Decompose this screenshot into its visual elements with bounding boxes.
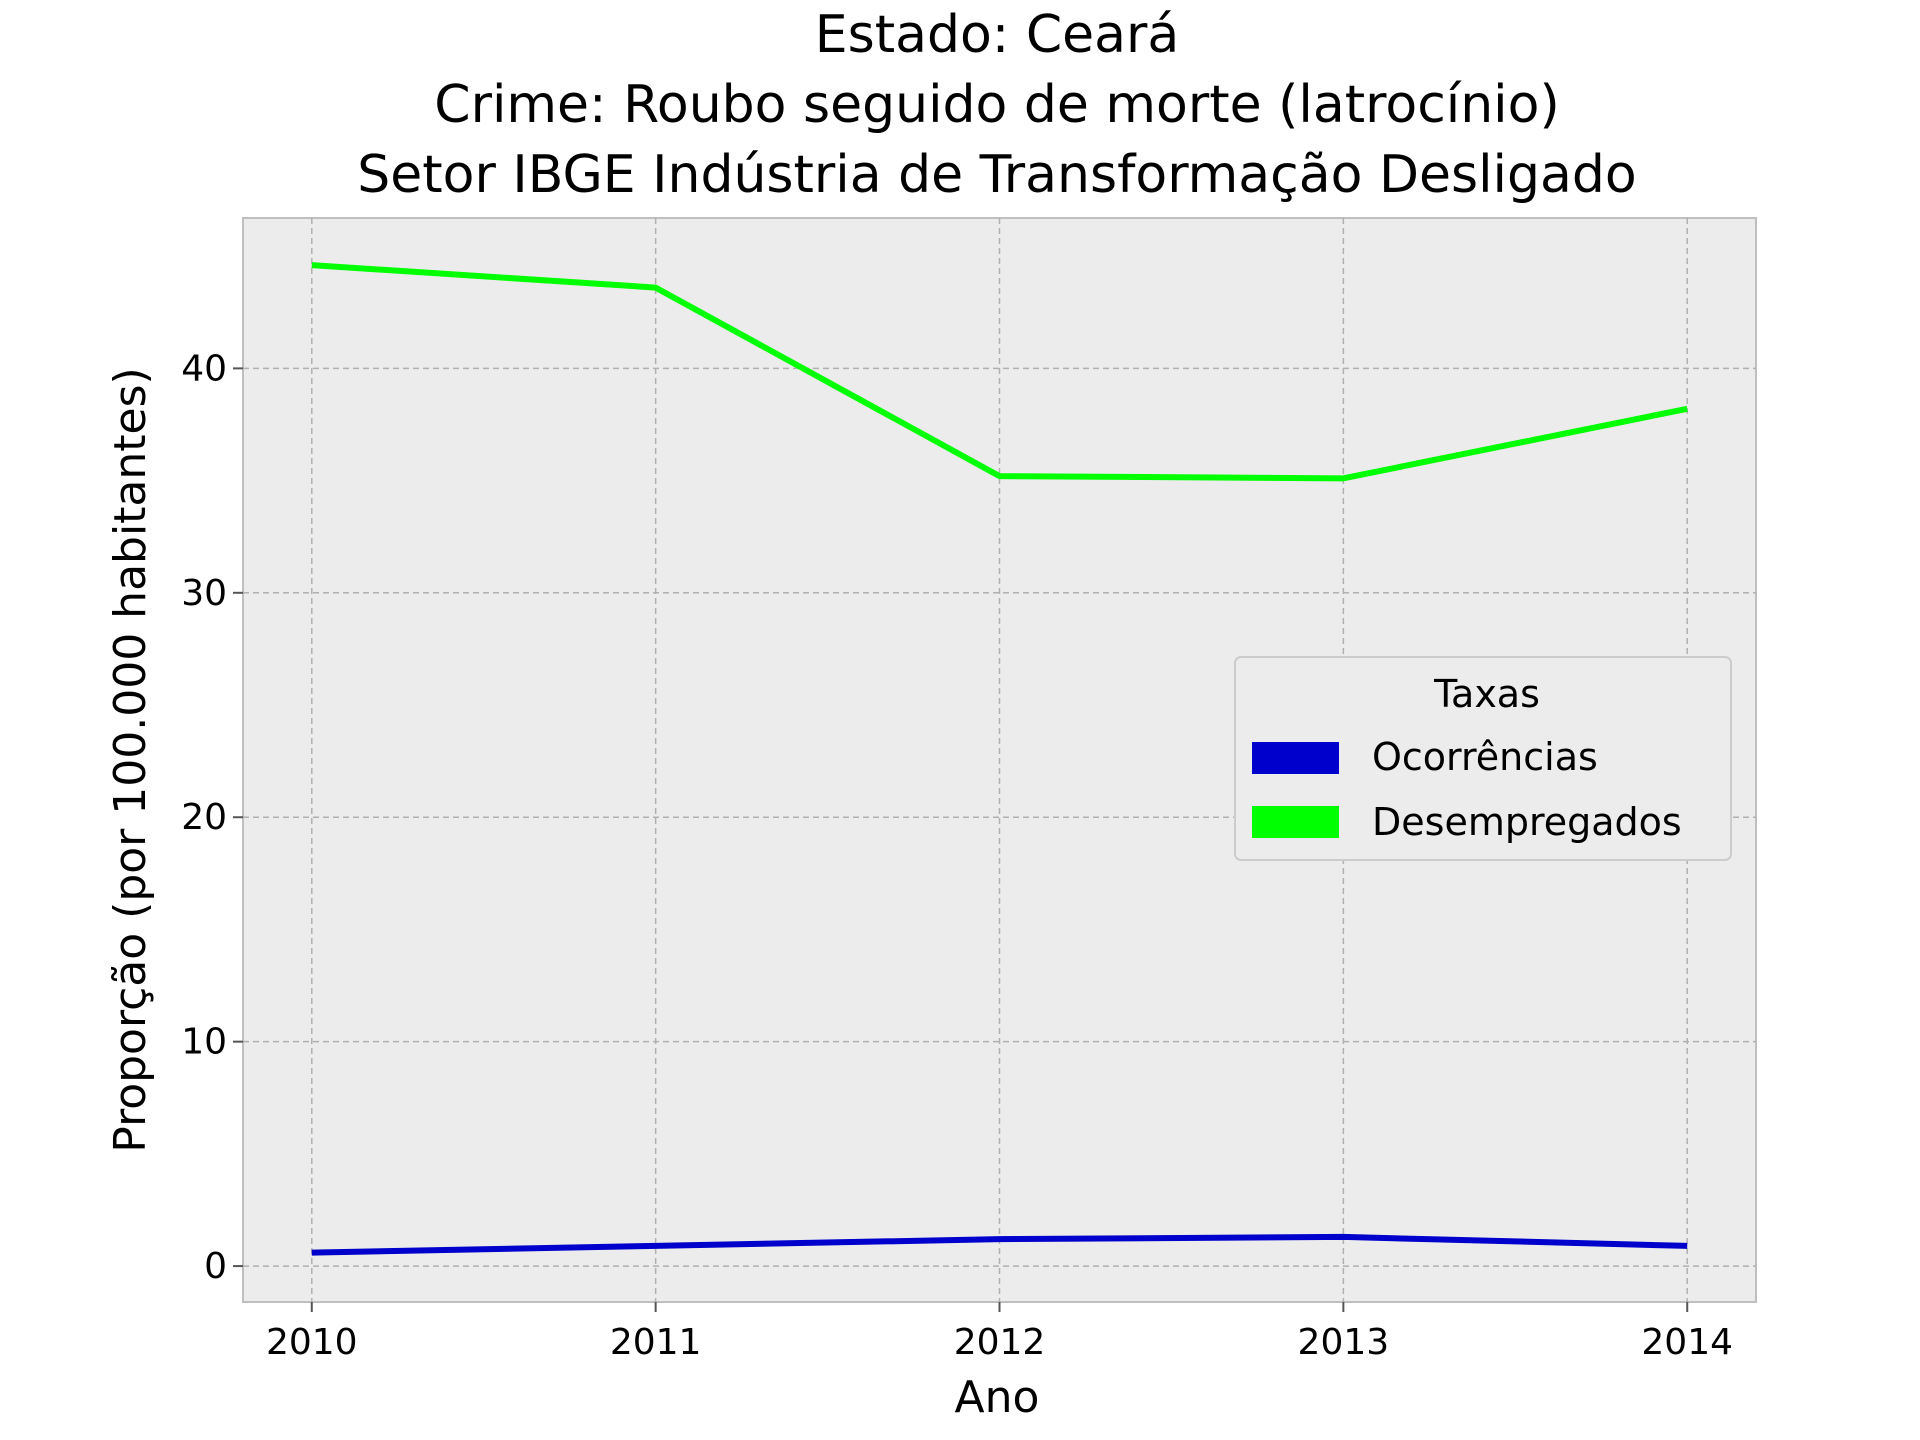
legend-swatch-desempregados bbox=[1252, 806, 1339, 838]
chart-title-line-3: Setor IBGE Indústria de Transformação De… bbox=[357, 145, 1636, 205]
x-tick-label: 2011 bbox=[610, 1322, 702, 1363]
legend: Taxas Ocorrências Desempregados bbox=[1234, 656, 1732, 861]
y-tick-label: 10 bbox=[181, 1022, 227, 1063]
x-tick-label: 2012 bbox=[954, 1322, 1046, 1363]
series-line-desempregados bbox=[311, 262, 1688, 482]
legend-swatch-ocorrencias bbox=[1252, 742, 1339, 774]
chart-title-line-2: Crime: Roubo seguido de morte (latrocíni… bbox=[434, 75, 1559, 135]
series-layer bbox=[311, 262, 1688, 1256]
x-axis-label: Ano bbox=[955, 1372, 1040, 1423]
y-tick-label: 20 bbox=[181, 797, 227, 838]
x-tick-label: 2013 bbox=[1298, 1322, 1390, 1363]
chart-title-line-1: Estado: Ceará bbox=[815, 5, 1179, 65]
series-line-ocorrencias bbox=[311, 1233, 1688, 1256]
y-tick-label: 0 bbox=[204, 1246, 227, 1287]
y-axis-label: Proporção (por 100.000 habitantes) bbox=[105, 367, 156, 1152]
y-tick-label: 40 bbox=[181, 348, 227, 389]
x-tick-label: 2014 bbox=[1641, 1322, 1733, 1363]
y-tick-label: 30 bbox=[181, 573, 227, 614]
chart-title: Estado: Ceará Crime: Roubo seguido de mo… bbox=[357, 5, 1636, 205]
legend-label-ocorrencias: Ocorrências bbox=[1372, 735, 1598, 779]
y-axis: 0 10 20 30 40 bbox=[181, 348, 243, 1287]
legend-title: Taxas bbox=[1433, 672, 1540, 716]
legend-label-desempregados: Desempregados bbox=[1372, 800, 1682, 844]
x-tick-label: 2010 bbox=[266, 1322, 358, 1363]
legend-box bbox=[1234, 656, 1732, 861]
x-axis: 2010 2011 2012 2013 2014 bbox=[266, 1302, 1733, 1363]
